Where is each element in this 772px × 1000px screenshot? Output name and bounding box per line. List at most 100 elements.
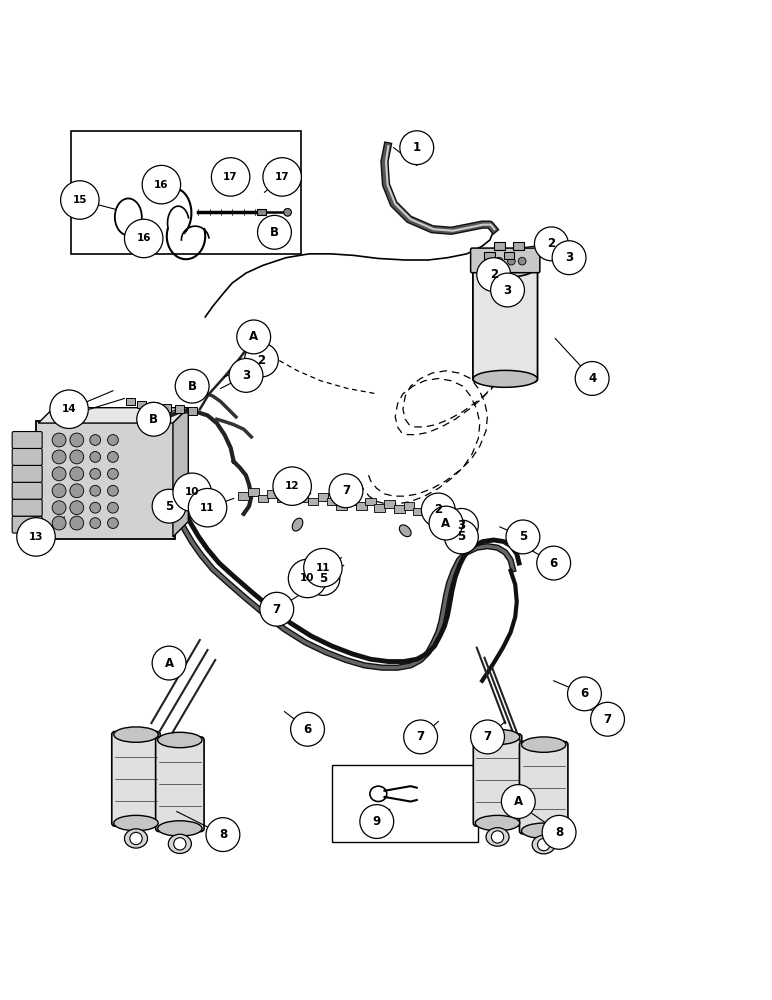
Bar: [249, 488, 259, 496]
Circle shape: [90, 485, 100, 496]
Circle shape: [90, 468, 100, 479]
Text: 8: 8: [218, 828, 227, 841]
Text: 10: 10: [300, 573, 315, 583]
Circle shape: [575, 362, 609, 395]
Bar: [327, 498, 337, 505]
Text: 3: 3: [457, 519, 466, 532]
Circle shape: [273, 467, 311, 505]
Circle shape: [400, 131, 434, 165]
Text: 4: 4: [588, 372, 596, 385]
Text: 12: 12: [285, 481, 300, 491]
Text: 16: 16: [154, 180, 168, 190]
Ellipse shape: [293, 518, 303, 531]
Circle shape: [52, 450, 66, 464]
FancyBboxPatch shape: [36, 421, 175, 539]
Text: B: B: [270, 226, 279, 239]
Bar: [175, 405, 185, 413]
Circle shape: [329, 474, 363, 508]
Ellipse shape: [171, 490, 183, 502]
Circle shape: [69, 433, 83, 447]
Bar: [394, 505, 405, 513]
Ellipse shape: [532, 835, 555, 854]
Bar: [162, 404, 171, 412]
Circle shape: [495, 257, 503, 265]
Circle shape: [290, 712, 324, 746]
Circle shape: [552, 241, 586, 275]
Circle shape: [188, 488, 227, 527]
Bar: [494, 242, 505, 250]
Text: 14: 14: [62, 404, 76, 414]
Circle shape: [258, 215, 291, 249]
Circle shape: [90, 452, 100, 462]
Text: 1: 1: [413, 141, 421, 154]
Bar: [423, 505, 434, 513]
Circle shape: [542, 815, 576, 849]
Circle shape: [567, 677, 601, 711]
Bar: [356, 502, 367, 510]
Text: 2: 2: [434, 503, 442, 516]
Circle shape: [537, 838, 550, 851]
Circle shape: [52, 433, 66, 447]
Circle shape: [90, 435, 100, 445]
Text: 5: 5: [519, 530, 527, 543]
Circle shape: [537, 546, 571, 580]
Ellipse shape: [113, 727, 158, 742]
Text: 3: 3: [503, 284, 512, 297]
FancyBboxPatch shape: [112, 732, 161, 826]
Text: 7: 7: [342, 484, 350, 497]
Bar: [384, 500, 395, 508]
Ellipse shape: [157, 821, 202, 836]
Circle shape: [591, 702, 625, 736]
Circle shape: [107, 468, 118, 479]
Circle shape: [61, 181, 99, 219]
Bar: [137, 401, 146, 408]
Text: 3: 3: [242, 369, 250, 382]
Circle shape: [360, 805, 394, 838]
Circle shape: [174, 838, 186, 850]
Text: B: B: [149, 413, 158, 426]
Text: A: A: [164, 657, 174, 670]
Circle shape: [107, 452, 118, 462]
Circle shape: [52, 467, 66, 481]
Circle shape: [491, 273, 524, 307]
Circle shape: [534, 227, 568, 261]
Circle shape: [69, 484, 83, 498]
Text: 6: 6: [303, 723, 312, 736]
Circle shape: [492, 831, 503, 843]
Ellipse shape: [475, 257, 536, 277]
FancyBboxPatch shape: [12, 516, 42, 533]
FancyBboxPatch shape: [12, 448, 42, 465]
Circle shape: [237, 320, 271, 354]
Text: B: B: [188, 380, 197, 393]
Text: 16: 16: [137, 233, 151, 243]
FancyBboxPatch shape: [473, 264, 537, 382]
Bar: [413, 508, 424, 515]
Bar: [404, 502, 415, 510]
Ellipse shape: [521, 737, 566, 752]
Ellipse shape: [476, 815, 520, 831]
Circle shape: [229, 358, 263, 392]
Circle shape: [52, 501, 66, 515]
Ellipse shape: [168, 834, 191, 853]
Circle shape: [69, 516, 83, 530]
Circle shape: [124, 219, 163, 258]
Bar: [513, 242, 523, 250]
FancyBboxPatch shape: [12, 482, 42, 499]
Text: A: A: [249, 330, 259, 343]
Text: 15: 15: [73, 195, 87, 205]
Text: 13: 13: [29, 532, 43, 542]
Text: 2: 2: [489, 268, 498, 281]
Circle shape: [303, 548, 342, 587]
FancyBboxPatch shape: [12, 465, 42, 482]
Circle shape: [69, 467, 83, 481]
Circle shape: [52, 516, 66, 530]
Polygon shape: [173, 408, 188, 537]
Circle shape: [152, 489, 186, 523]
Text: A: A: [442, 517, 451, 530]
Circle shape: [518, 257, 526, 265]
Circle shape: [107, 502, 118, 513]
Text: 11: 11: [200, 503, 215, 513]
Circle shape: [477, 258, 510, 292]
Circle shape: [17, 518, 56, 556]
Circle shape: [445, 508, 479, 542]
